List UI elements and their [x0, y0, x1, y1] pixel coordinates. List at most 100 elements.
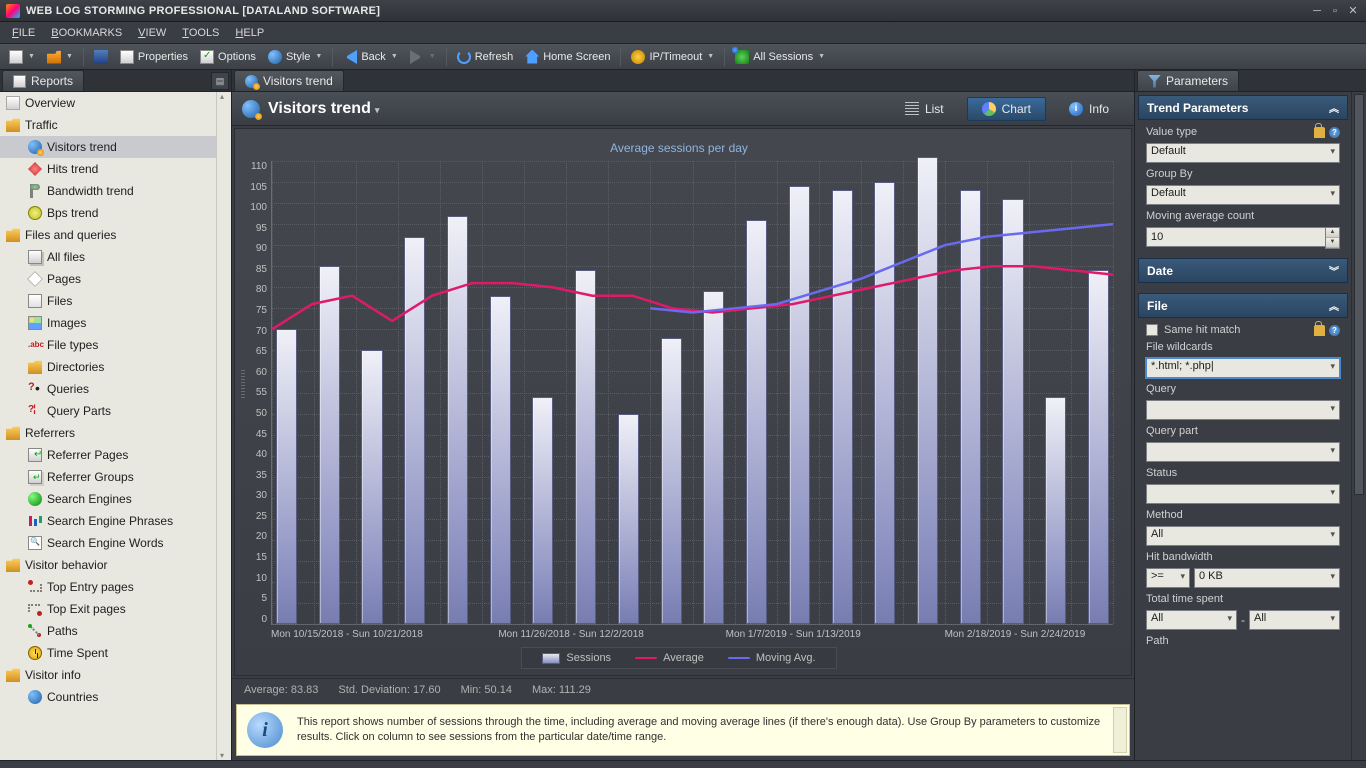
trend-params-header[interactable]: Trend Parameters︽	[1138, 95, 1348, 120]
menu-view[interactable]: VIEW	[130, 25, 174, 41]
bandwidth-op-select[interactable]: >=	[1146, 568, 1190, 588]
close-button[interactable]: ✕	[1346, 4, 1360, 18]
value-type-select[interactable]: Default	[1146, 143, 1340, 163]
overview-icon	[6, 96, 20, 110]
visitors-icon	[28, 140, 42, 154]
status-bar	[0, 760, 1366, 768]
home-button[interactable]: Home Screen	[520, 48, 615, 66]
group-by-select[interactable]: Default	[1146, 185, 1340, 205]
tree-item-query-parts[interactable]: Query Parts	[0, 400, 231, 422]
info-view-button[interactable]: iInfo	[1054, 97, 1124, 121]
tree-item-files-and-queries[interactable]: Files and queries	[0, 224, 231, 246]
tree-item-images[interactable]: Images	[0, 312, 231, 334]
sessions-button[interactable]: All Sessions▼	[730, 48, 830, 66]
method-select[interactable]: All	[1146, 526, 1340, 546]
tree-item-files[interactable]: Files	[0, 290, 231, 312]
tree-item-traffic[interactable]: Traffic	[0, 114, 231, 136]
query-part-input[interactable]	[1146, 442, 1340, 462]
ip-timeout-button[interactable]: IP/Timeout▼	[626, 48, 719, 66]
lock-icon[interactable]	[1314, 127, 1325, 138]
window-title: WEB LOG STORMING PROFESSIONAL [DATALAND …	[26, 5, 1306, 17]
tree-item-referrers[interactable]: Referrers	[0, 422, 231, 444]
back-button[interactable]: Back▼	[338, 48, 402, 66]
params-scrollbar[interactable]	[1351, 92, 1366, 760]
tree-item-visitor-info[interactable]: Visitor info	[0, 664, 231, 686]
new-icon	[9, 50, 23, 64]
refresh-button[interactable]: Refresh	[452, 48, 519, 66]
info-scrollbar[interactable]	[1113, 707, 1127, 753]
time-from-select[interactable]: All	[1146, 610, 1237, 630]
same-hit-checkbox[interactable]: Same hit match	[1146, 324, 1240, 336]
tree-item-directories[interactable]: Directories	[0, 356, 231, 378]
tree-item-top-entry-pages[interactable]: Top Entry pages	[0, 576, 231, 598]
panel-menu-button[interactable]: ▤	[211, 72, 229, 90]
stat-stddev: Std. Deviation: 17.60	[338, 684, 440, 696]
mavg-count-input[interactable]: ▲▼	[1146, 227, 1340, 249]
minimize-button[interactable]: ─	[1310, 4, 1324, 18]
list-view-button[interactable]: List	[890, 97, 959, 121]
chart-view-button[interactable]: Chart	[967, 97, 1046, 121]
tree-item-overview[interactable]: Overview	[0, 92, 231, 114]
dirs-icon	[28, 360, 42, 374]
reports-tree[interactable]: OverviewTrafficVisitors trendHits trendB…	[0, 92, 231, 760]
reports-tab[interactable]: Reports	[2, 70, 84, 91]
info-icon: i	[1069, 102, 1083, 116]
tree-item-paths[interactable]: Paths	[0, 620, 231, 642]
help-icon[interactable]: ?	[1329, 325, 1340, 336]
save-button[interactable]	[89, 48, 113, 66]
tree-item-bandwidth-trend[interactable]: Bandwidth trend	[0, 180, 231, 202]
properties-button[interactable]: Properties	[115, 48, 193, 66]
forward-button[interactable]: ▼	[405, 48, 441, 66]
titlebar: WEB LOG STORMING PROFESSIONAL [DATALAND …	[0, 0, 1366, 22]
tree-item-file-types[interactable]: .abcFile types	[0, 334, 231, 356]
tree-item-referrer-groups[interactable]: Referrer Groups	[0, 466, 231, 488]
tree-item-bps-trend[interactable]: Bps trend	[0, 202, 231, 224]
bps-icon	[28, 206, 42, 220]
query-input[interactable]	[1146, 400, 1340, 420]
lock-icon[interactable]	[1314, 325, 1325, 336]
page-icon	[242, 100, 260, 118]
tree-item-top-exit-pages[interactable]: Top Exit pages	[0, 598, 231, 620]
date-params-header[interactable]: Date︾	[1138, 258, 1348, 283]
tree-item-all-files[interactable]: All files	[0, 246, 231, 268]
wildcards-input[interactable]: *.html; *.php|	[1146, 358, 1340, 378]
tree-item-search-engine-words[interactable]: Search Engine Words	[0, 532, 231, 554]
new-button[interactable]: ▼	[4, 48, 40, 66]
path-label: Path	[1146, 635, 1340, 647]
menu-bookmarks[interactable]: BOOKMARKS	[43, 25, 130, 41]
tree-item-visitors-trend[interactable]: Visitors trend	[0, 136, 231, 158]
tree-item-referrer-pages[interactable]: Referrer Pages	[0, 444, 231, 466]
help-icon[interactable]: ?	[1329, 127, 1340, 138]
save-icon	[94, 50, 108, 64]
folder-icon	[6, 426, 20, 440]
open-button[interactable]: ▼	[42, 48, 78, 66]
menu-file[interactable]: FILE	[4, 25, 43, 41]
y-axis: 1101051009590858075706560555045403530252…	[245, 161, 271, 625]
menu-tools[interactable]: TOOLS	[174, 25, 227, 41]
options-button[interactable]: Options	[195, 48, 261, 66]
maximize-button[interactable]: ▫	[1328, 4, 1342, 18]
plot-area[interactable]	[271, 161, 1113, 625]
bandwidth-value-input[interactable]: 0 KB	[1194, 568, 1340, 588]
tree-item-search-engine-phrases[interactable]: Search Engine Phrases	[0, 510, 231, 532]
tree-item-countries[interactable]: Countries	[0, 686, 231, 708]
tree-item-pages[interactable]: Pages	[0, 268, 231, 290]
drag-handle-left[interactable]	[241, 370, 245, 400]
content-tab[interactable]: Visitors trend	[234, 70, 344, 91]
paths-icon	[28, 624, 42, 638]
time-to-select[interactable]: All	[1249, 610, 1340, 630]
tree-item-hits-trend[interactable]: Hits trend	[0, 158, 231, 180]
style-button[interactable]: Style▼	[263, 48, 327, 66]
parameters-tab[interactable]: Parameters	[1137, 70, 1239, 91]
menu-help[interactable]: HELP	[227, 25, 272, 41]
file-params-header[interactable]: File︽	[1138, 293, 1348, 318]
filter-icon	[1148, 75, 1161, 88]
status-input[interactable]	[1146, 484, 1340, 504]
tree-item-time-spent[interactable]: Time Spent	[0, 642, 231, 664]
tree-item-visitor-behavior[interactable]: Visitor behavior	[0, 554, 231, 576]
tree-item-search-engines[interactable]: Search Engines	[0, 488, 231, 510]
tree-scrollbar[interactable]	[216, 92, 231, 760]
chart-icon	[982, 102, 996, 116]
wildcards-label: File wildcards	[1146, 341, 1340, 353]
tree-item-queries[interactable]: Queries	[0, 378, 231, 400]
